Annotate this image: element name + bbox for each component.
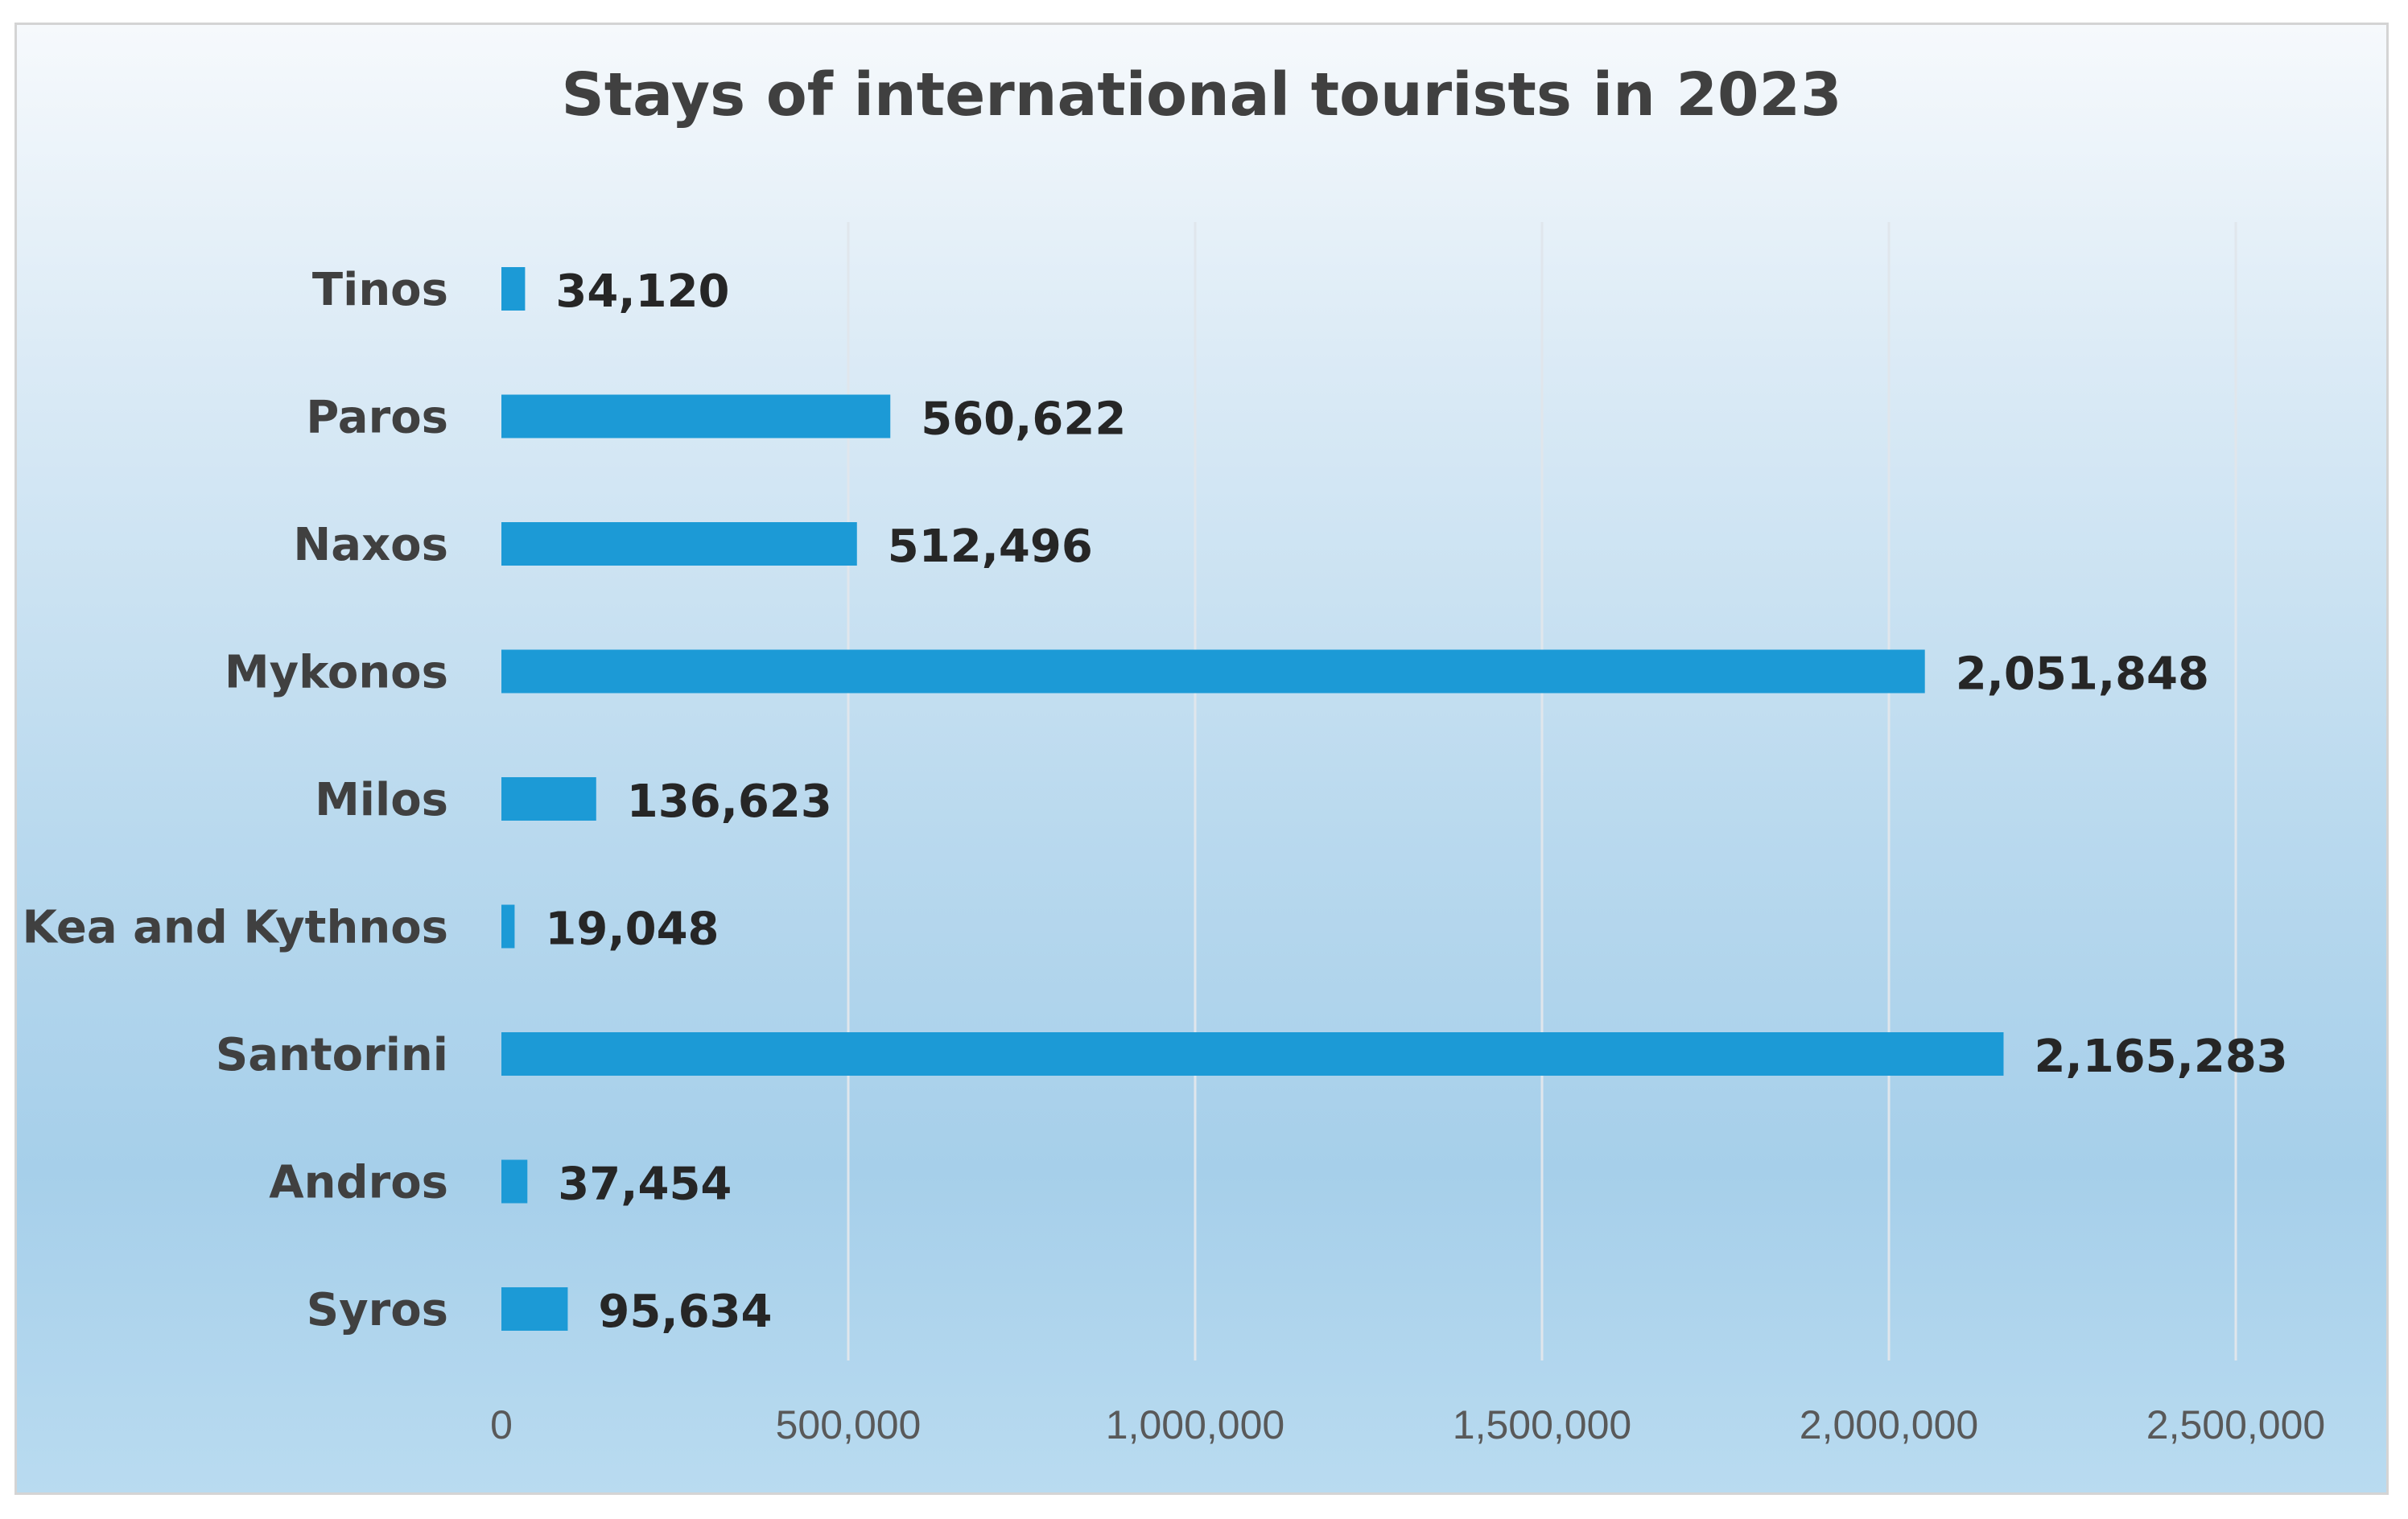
value-label: 37,454 (558, 1159, 732, 1211)
category-label: Mykonos (225, 647, 448, 699)
chart-svg: Stays of international tourists in 2023 … (22, 60, 2325, 1447)
category-label: Naxos (293, 519, 448, 571)
value-label: 560,622 (921, 393, 1126, 446)
category-label: Syros (307, 1284, 448, 1336)
category-label: Santorini (216, 1029, 448, 1081)
chart-title: Stays of international tourists in 2023 (562, 60, 1842, 130)
x-axis-tick-labels: 0 500,000 1,000,000 1,500,000 2,000,000 2,500… (490, 1402, 2325, 1447)
bar (501, 522, 857, 566)
value-label: 95,634 (598, 1286, 772, 1338)
bars (501, 267, 2004, 1331)
category-labels: Tinos Paros Naxos Mykonos Milos Kea and Kythn… (22, 264, 448, 1336)
value-label: 19,048 (545, 904, 719, 956)
value-label: 2,165,283 (2034, 1031, 2287, 1083)
x-tick-label: 1,500,000 (1453, 1402, 1631, 1447)
category-label: Paros (306, 392, 448, 444)
bar (501, 1159, 528, 1204)
value-labels: 34,120 560,622 512,496 2,051,848 136,623 19,0… (545, 266, 2287, 1338)
x-tick-label: 0 (490, 1402, 513, 1447)
bar (501, 394, 891, 438)
gridlines (847, 222, 2237, 1361)
value-label: 34,120 (555, 266, 729, 318)
bar (501, 904, 515, 949)
value-label: 136,623 (627, 776, 832, 828)
category-label: Kea and Kythnos (22, 902, 448, 954)
x-tick-label: 2,000,000 (1800, 1402, 1978, 1447)
category-label: Tinos (312, 264, 448, 316)
x-tick-label: 1,000,000 (1106, 1402, 1284, 1447)
chart-frame: Stays of international tourists in 2023 … (14, 23, 2389, 1495)
category-label: Andros (269, 1157, 448, 1209)
bar (501, 1032, 2004, 1076)
bar (501, 1287, 568, 1331)
x-tick-label: 2,500,000 (2146, 1402, 2325, 1447)
bar (501, 267, 526, 311)
category-label: Milos (315, 774, 448, 826)
value-label: 2,051,848 (1956, 648, 2209, 701)
value-label: 512,496 (888, 521, 1093, 573)
bar (501, 649, 1925, 694)
bar (501, 777, 596, 821)
x-tick-label: 500,000 (776, 1402, 922, 1447)
